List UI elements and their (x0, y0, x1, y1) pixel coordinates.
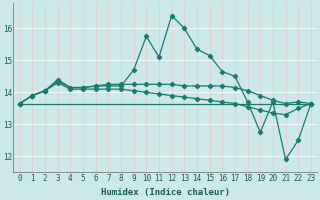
X-axis label: Humidex (Indice chaleur): Humidex (Indice chaleur) (101, 188, 230, 197)
